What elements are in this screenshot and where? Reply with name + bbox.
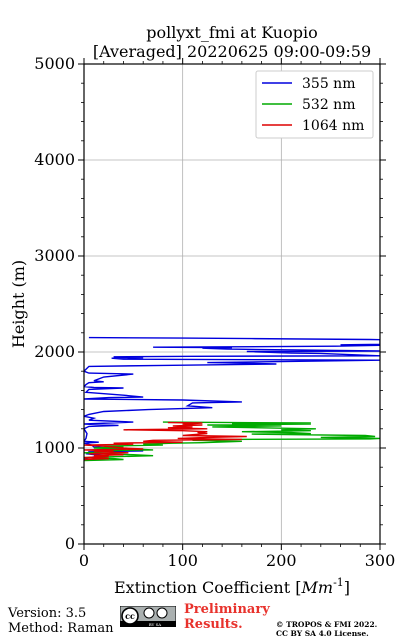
series-line-1064-nm [84, 421, 247, 461]
version-info: Version: 3.5 Method: Raman [8, 606, 114, 636]
preliminary-line1: Preliminary [184, 602, 270, 617]
series-line-532-nm [84, 421, 380, 462]
copyright-line1: © TROPOS & FMI 2022. [276, 620, 378, 629]
x-tick-label: 200 [266, 551, 297, 570]
copyright-notice: © TROPOS & FMI 2022. CC BY SA 4.0 Licens… [276, 620, 377, 638]
method-text: Method: Raman [8, 621, 114, 636]
y-tick-label: 3000 [34, 246, 75, 265]
y-tick-label: 5000 [34, 54, 75, 73]
cc-badge-text: cc [125, 611, 135, 621]
x-tick-label: 300 [365, 551, 396, 570]
preliminary-line2: Results. [184, 617, 243, 632]
plot-frame [83, 63, 381, 545]
preliminary-notice: Preliminary Results. [184, 602, 270, 632]
cc-license-badge: cc BY SA [119, 605, 177, 628]
y-tick-label: 1000 [34, 438, 75, 457]
x-tick-label: 0 [79, 551, 89, 570]
chart-title: pollyxt_fmi at Kuopio [146, 23, 317, 42]
y-axis-label: Height (m) [9, 260, 28, 348]
copyright-line2: CC BY SA 4.0 License. [276, 629, 369, 638]
series-line-355-nm [84, 336, 380, 461]
y-tick-label: 0 [65, 534, 75, 553]
version-text: Version: 3.5 [8, 606, 87, 621]
x-tick-label: 100 [167, 551, 198, 570]
cc-badge-by-sa: BY SA [149, 622, 162, 627]
legend-box [255, 70, 374, 139]
x-axis-label: Extinction Coefficient [Mm-1] [114, 576, 350, 597]
chart-svg: 0 100 200 300010002000300040005000pollyxt_f… [9, 23, 396, 597]
y-tick-label: 4000 [34, 150, 75, 169]
y-tick-label: 2000 [34, 342, 75, 361]
chart-subtitle: [Averaged] 20220625 09:00-09:59 [93, 42, 371, 61]
legend-label: 532 nm [302, 97, 355, 113]
legend-label: 1064 nm [302, 118, 364, 134]
legend-label: 355 nm [302, 76, 355, 92]
